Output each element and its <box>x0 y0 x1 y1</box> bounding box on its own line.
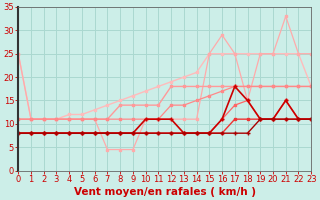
X-axis label: Vent moyen/en rafales ( km/h ): Vent moyen/en rafales ( km/h ) <box>74 187 256 197</box>
